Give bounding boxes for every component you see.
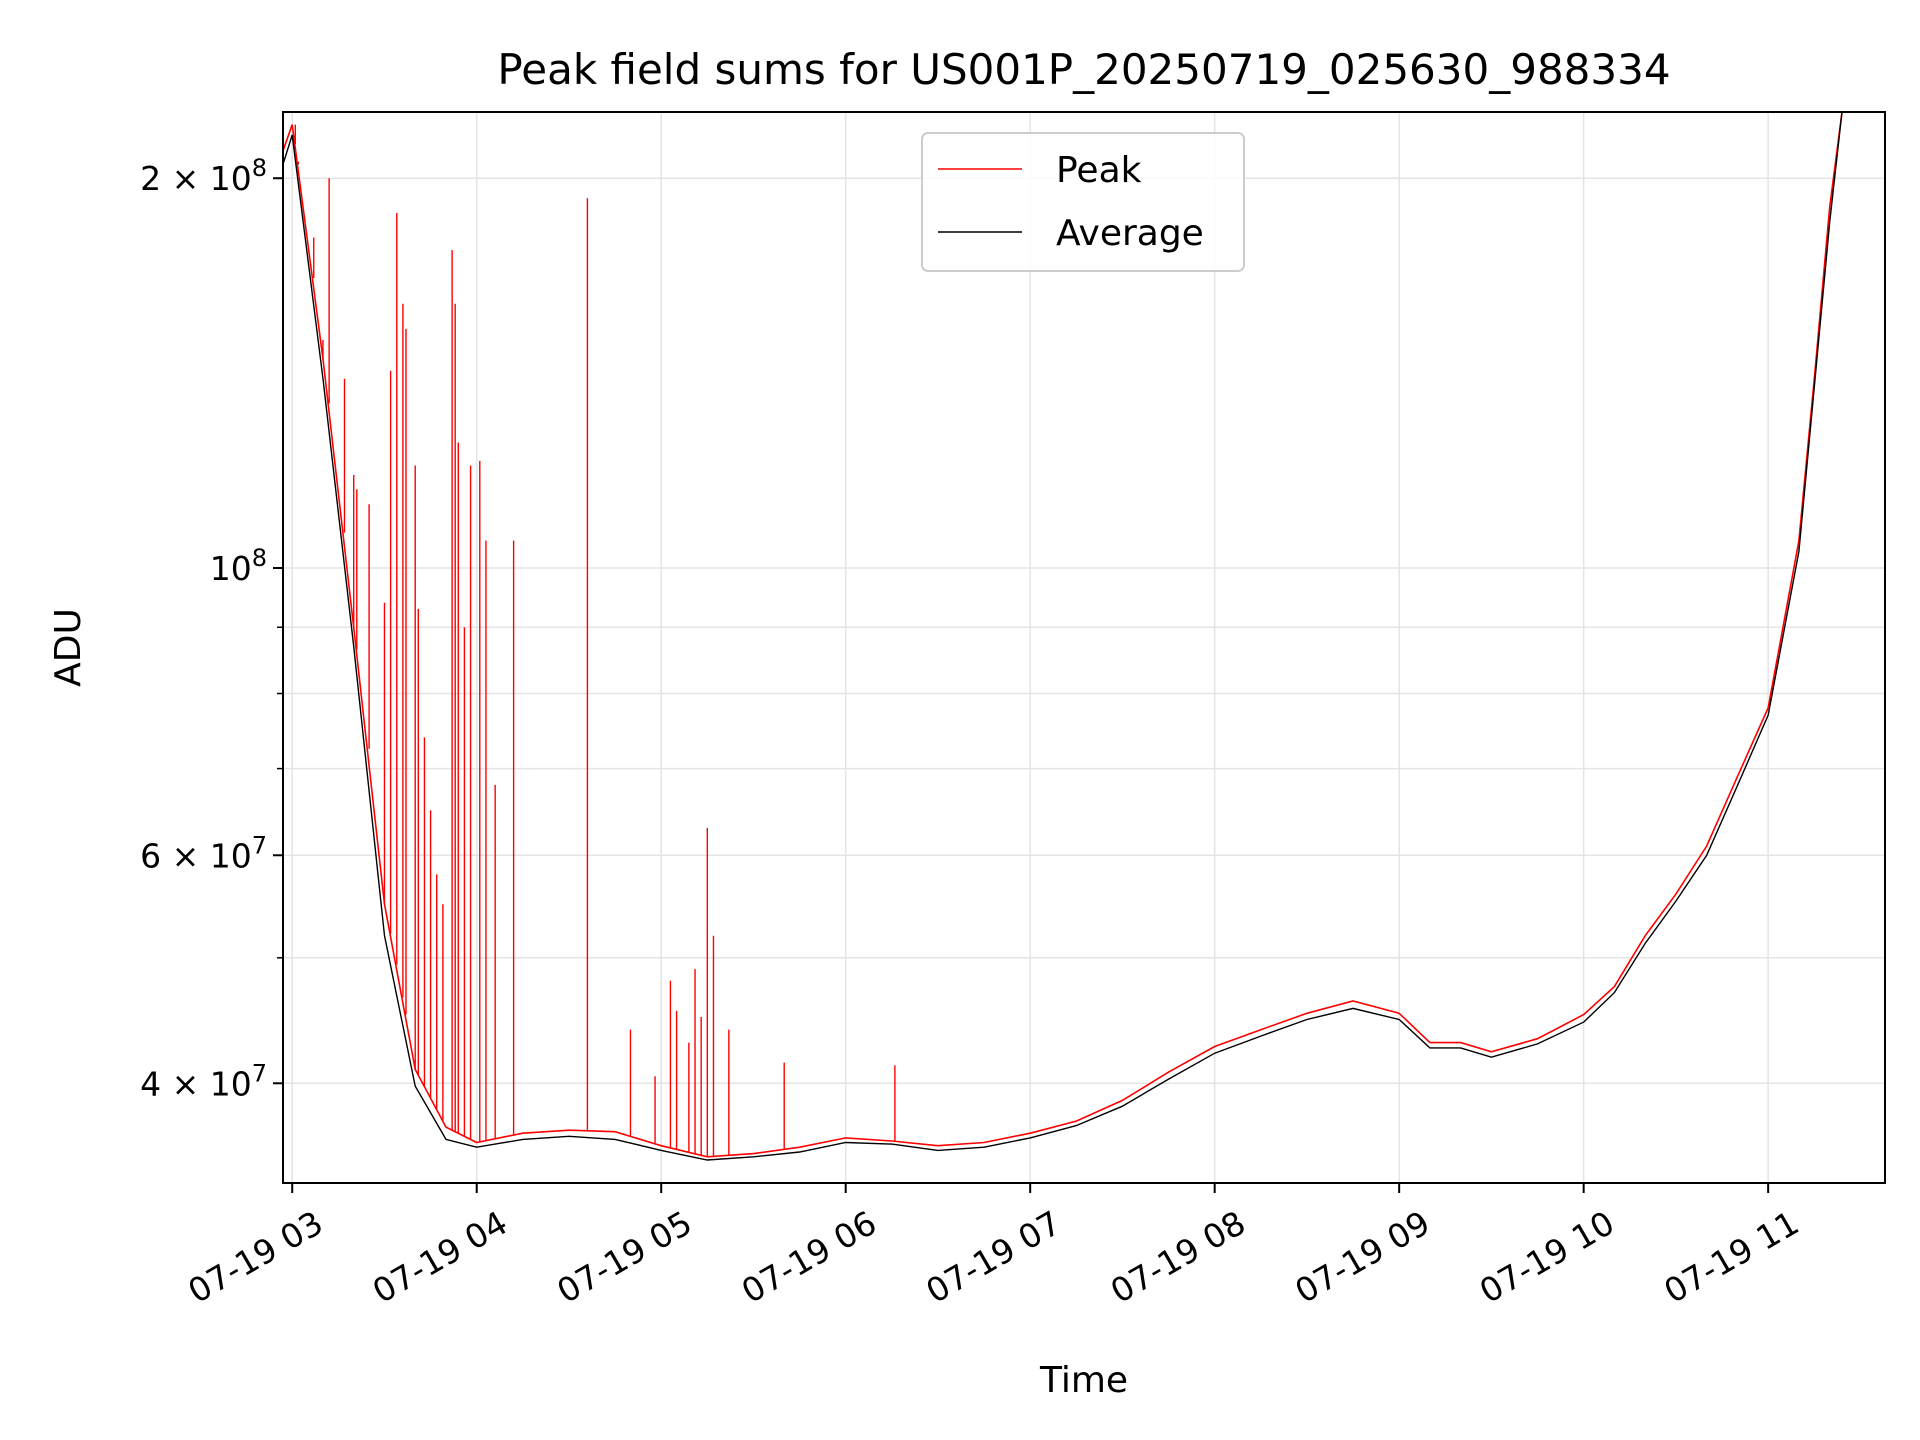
y-tick-label-exponent: 7 [252,831,267,859]
y-tick-label: 6 × 107 [140,831,267,875]
y-tick-label-base: 2 × 10 [140,159,252,198]
x-axis-label: Time [1039,1360,1128,1401]
y-tick-label-base: 10 [210,549,252,588]
y-tick-label-exponent: 7 [252,1059,267,1087]
y-tick-label-base: 4 × 10 [140,1064,252,1103]
series-line-average [282,111,1843,1161]
plot-series [282,111,1843,1161]
legend: Peak Average [921,132,1245,272]
y-tick-label: 4 × 107 [140,1059,267,1103]
series-line-peak [282,111,1843,1158]
legend-box [921,132,1245,272]
y-tick-label-exponent: 8 [252,544,267,572]
y-tick-label: 2 × 108 [140,154,267,198]
y-tick-label-exponent: 8 [252,154,267,182]
legend-label-average: Average [1056,213,1204,254]
legend-label-peak: Peak [1056,150,1142,191]
chart-title: Peak field sums for US001P_20250719_0256… [497,45,1670,94]
grid [283,112,1885,1183]
y-tick-label-base: 6 × 10 [140,836,252,875]
y-axis-label: ADU [48,608,89,687]
axes-frame [282,111,1886,1184]
y-tick-label: 108 [210,544,267,588]
